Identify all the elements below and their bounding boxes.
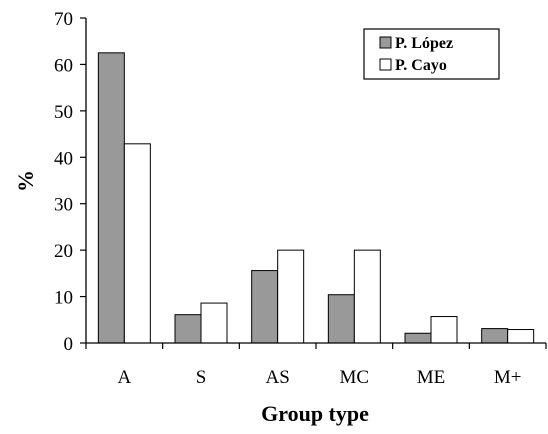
bar-p-cayo-mc [353,249,381,344]
y-ticks-layer: 0 10 20 30 40 50 60 70 [54,9,86,355]
x-tick-label: A [117,367,131,388]
legend-box [363,28,500,80]
bars-layer [97,52,535,344]
y-tick-label: 70 [54,9,73,30]
y-tick-label: 20 [54,241,73,262]
x-tick-label: MC [340,367,370,388]
y-tick-label: 10 [54,288,73,309]
legend-swatch-p-lopez [379,36,392,49]
y-axis-title: % [13,170,38,192]
x-axis-title: Group type [261,401,369,426]
bar-p-cayo-s [200,302,228,344]
legend-swatch-p-cayo [379,58,392,71]
bar-p-lopez-a [97,52,125,344]
x-ticks-layer: A S AS MC ME M+ [117,367,521,388]
legend-label-p-lopez: P. López [395,35,453,52]
x-tick-label: ME [417,367,446,388]
bar-p-lopez-as [251,270,279,344]
bar-p-cayo-as [277,249,305,344]
y-tick-label: 30 [54,195,73,216]
bar-p-cayo-me [430,316,458,344]
legend: P. López P. Cayo [363,28,500,80]
axes-layer [85,18,547,349]
bar-p-lopez-s [174,314,202,344]
y-tick-label: 40 [54,148,73,169]
y-tick-label: 0 [64,334,74,355]
legend-label-p-cayo: P. Cayo [395,57,447,74]
bar-p-lopez-mplus [481,328,509,344]
x-tick-label: AS [266,367,290,388]
bar-p-lopez-me [404,332,432,344]
x-tick-label: S [196,367,207,388]
y-tick-label: 60 [54,55,73,76]
bar-p-cayo-mplus [507,329,535,344]
y-tick-label: 50 [54,102,73,123]
bar-p-lopez-mc [327,294,355,344]
x-tick-label: M+ [494,367,522,388]
bar-p-cayo-a [123,143,151,344]
